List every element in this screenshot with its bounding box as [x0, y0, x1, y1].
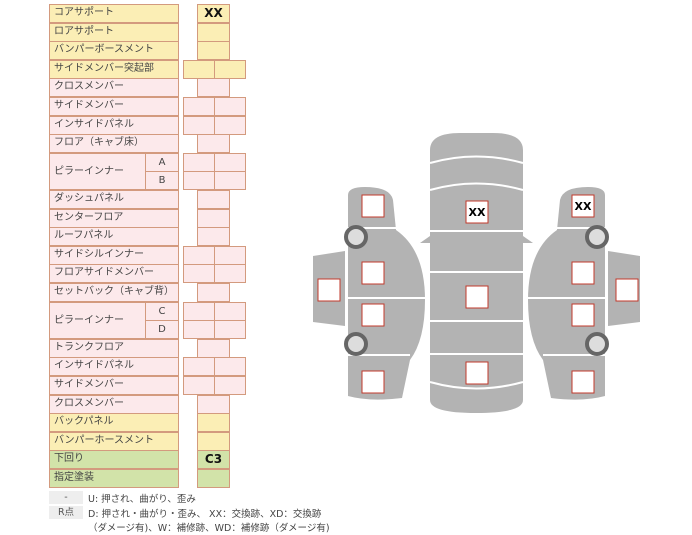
value-cell[interactable]: [197, 41, 230, 61]
row-label: ダッシュパネル: [49, 190, 179, 209]
row-label: バックパネル: [49, 413, 179, 433]
row-label: フロア（キャブ床）: [49, 134, 179, 154]
row-label: コアサポート: [49, 4, 179, 23]
hood-right-tip: [523, 236, 533, 243]
value-cell[interactable]: XX: [197, 4, 230, 23]
row-sublabel: C: [145, 301, 179, 321]
mark-right-front[interactable]: XX: [571, 194, 595, 218]
value-cell[interactable]: [214, 59, 246, 79]
value-cell[interactable]: [214, 97, 246, 116]
mark-left-rear[interactable]: [361, 370, 385, 394]
value-cell[interactable]: [197, 190, 230, 209]
row-label: クロスメンバー: [49, 78, 179, 98]
mark-left-mid2[interactable]: [361, 303, 385, 327]
row-label: サイドメンバー突起部: [49, 59, 179, 79]
value-cell[interactable]: [197, 208, 230, 228]
value-cell[interactable]: [197, 413, 230, 433]
row-label: バンパーボースメント: [49, 41, 179, 61]
value-cell[interactable]: [214, 376, 246, 395]
row-label: サイドメンバー: [49, 97, 179, 116]
wheel-icon: [585, 332, 609, 356]
mark-left-front[interactable]: [361, 194, 385, 218]
hood-left-tip: [420, 236, 430, 243]
row-label: トランクフロア: [49, 338, 179, 358]
value-cell[interactable]: [197, 338, 230, 358]
row-label: インサイドパネル: [49, 357, 179, 377]
row-sublabel: B: [145, 171, 179, 191]
row-label: センターフロア: [49, 208, 179, 228]
row-sublabel: D: [145, 320, 179, 340]
legend-rpoint-text2: （ダメージ有)、W：補修跡、WD：補修跡（ダメージ有): [88, 523, 330, 534]
value-cell[interactable]: [214, 357, 246, 377]
value-cell[interactable]: [214, 115, 246, 135]
wheel-icon: [344, 225, 368, 249]
row-label: ロアサポート: [49, 22, 179, 42]
row-label: 指定塗装: [49, 469, 179, 488]
row-label: 下回り: [49, 450, 179, 470]
svg-text:XX: XX: [575, 200, 592, 213]
row-label: ルーフパネル: [49, 227, 179, 247]
mark-left-mid1[interactable]: [361, 261, 385, 285]
value-cell[interactable]: [197, 227, 230, 247]
row-label: インサイドパネル: [49, 115, 179, 135]
value-cell[interactable]: [214, 152, 246, 172]
svg-text:XX: XX: [469, 206, 486, 219]
row-label: サイドシルインナー: [49, 245, 179, 265]
mark-right-door[interactable]: [615, 278, 639, 302]
mark-roof-mid[interactable]: [465, 285, 489, 309]
legend-rpoint-text1: D: 押され・曲がり・歪み、 XX：交換跡、XD：交換跡: [88, 509, 322, 520]
value-cell[interactable]: [214, 320, 246, 340]
legend-dash-text: U: 押され、曲がり、歪み: [88, 494, 196, 505]
mark-right-mid2[interactable]: [571, 303, 595, 327]
mark-right-mid1[interactable]: [571, 261, 595, 285]
legend-rpoint: R点: [49, 506, 83, 519]
row-label: バンパーホースメント: [49, 431, 179, 451]
row-label: フロアサイドメンバー: [49, 264, 179, 284]
right-side-body: [528, 187, 605, 400]
value-cell[interactable]: [197, 394, 230, 414]
value-cell[interactable]: [197, 431, 230, 451]
wheel-icon: [585, 225, 609, 249]
value-cell[interactable]: [214, 171, 246, 191]
left-side-body: [348, 187, 425, 400]
legend-dash: -: [49, 491, 83, 504]
row-label: クロスメンバー: [49, 394, 179, 414]
value-cell[interactable]: [197, 469, 230, 488]
mark-left-door[interactable]: [317, 278, 341, 302]
value-cell[interactable]: [197, 283, 230, 302]
value-cell[interactable]: [197, 22, 230, 42]
wheel-icon: [344, 332, 368, 356]
row-label: サイドメンバー: [49, 376, 179, 395]
value-cell[interactable]: C3: [197, 450, 230, 470]
value-cell[interactable]: [214, 301, 246, 321]
row-label: セットバック（キャブ背）: [49, 283, 179, 302]
value-cell[interactable]: [214, 264, 246, 284]
mark-right-rear[interactable]: [571, 370, 595, 394]
value-cell[interactable]: [214, 245, 246, 265]
mark-roof-front[interactable]: XX: [465, 200, 489, 224]
mark-roof-rear[interactable]: [465, 361, 489, 385]
value-cell[interactable]: [197, 78, 230, 98]
row-sublabel: A: [145, 152, 179, 172]
value-cell[interactable]: [197, 134, 230, 154]
